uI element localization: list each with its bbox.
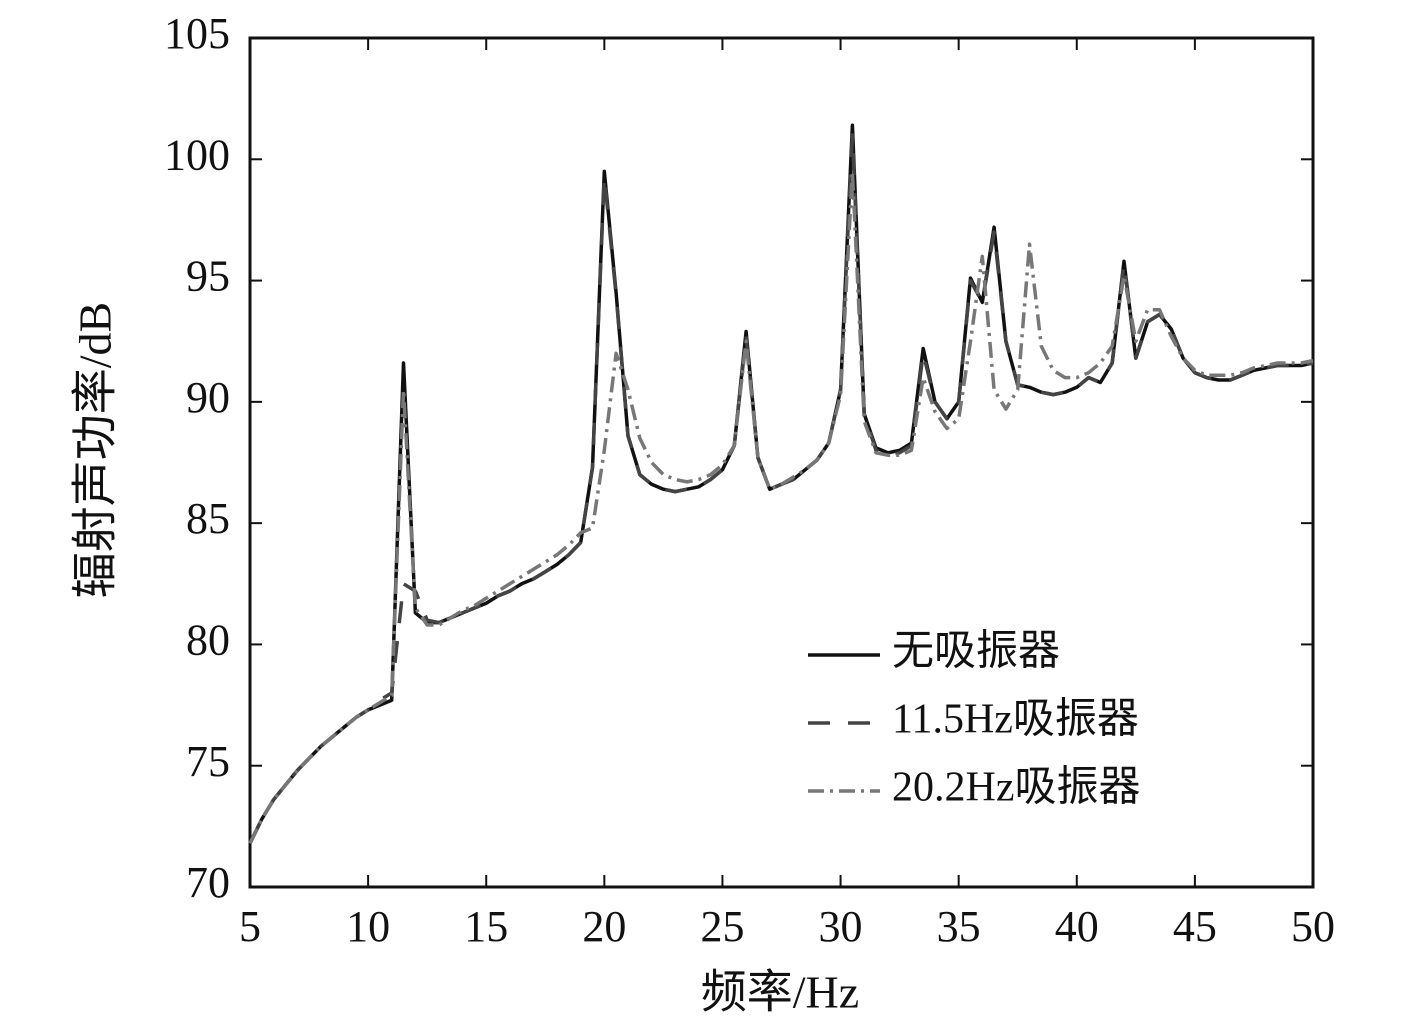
x-tick-label: 25: [700, 902, 744, 951]
x-tick-label: 40: [1055, 902, 1099, 951]
x-tick-label: 20: [582, 902, 626, 951]
plot-frame: [248, 36, 1315, 889]
x-tick-label: 10: [346, 902, 390, 951]
y-tick-label: 90: [186, 373, 230, 422]
legend-label: 无吸振器: [892, 629, 1060, 675]
x-axis-label: 频率/Hz: [701, 967, 859, 1018]
x-tick-label: 35: [937, 902, 981, 951]
x-tick-label: 45: [1173, 902, 1217, 951]
x-tick-label: 50: [1291, 902, 1335, 951]
x-tick-label: 15: [464, 902, 508, 951]
y-axis-label: 辐射声功率/dB: [70, 302, 121, 598]
y-tick-label: 80: [186, 616, 230, 665]
legend-label: 11.5Hz吸振器: [892, 697, 1139, 743]
y-tick-label: 85: [186, 494, 230, 543]
y-tick-label: 95: [186, 252, 230, 301]
y-tick-label: 100: [164, 130, 230, 179]
x-tick-label: 30: [819, 902, 863, 951]
data-line: [248, 169, 1314, 845]
y-tick-label: 105: [164, 9, 230, 58]
y-tick-label: 70: [186, 858, 230, 907]
x-tick-label: 5: [239, 902, 261, 951]
y-tick-label: 75: [186, 737, 230, 786]
legend-label: 20.2Hz吸振器: [892, 765, 1140, 811]
